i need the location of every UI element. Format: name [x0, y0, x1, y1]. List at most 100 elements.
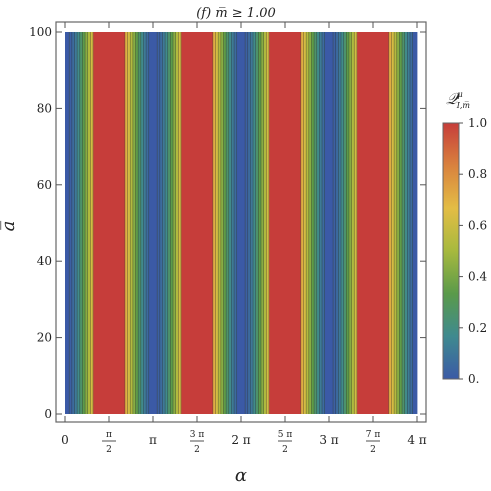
colorbar-tick-label: 0.2	[468, 321, 487, 335]
colorbar-label-sub: I,m̅	[456, 101, 471, 110]
heatmap-cell	[268, 32, 302, 414]
heatmap-cell	[159, 32, 163, 414]
heatmap-cell	[316, 32, 320, 414]
heatmap-cell	[236, 32, 246, 414]
heatmap-cell	[178, 32, 182, 414]
heatmap-cell	[412, 32, 418, 414]
heatmap-cell	[319, 32, 323, 414]
y-tick-label: 80	[37, 101, 52, 115]
heatmap-cell	[170, 32, 174, 414]
colorbar-tick-label: 0.4	[468, 270, 487, 284]
heatmap-cell	[311, 32, 315, 414]
heatmap-cell	[263, 32, 267, 414]
heatmap-cell	[82, 32, 86, 414]
heatmap-cell	[175, 32, 179, 414]
heatmap-cell	[231, 32, 235, 414]
heatmap-cell	[79, 32, 83, 414]
heatmap-cell	[173, 32, 176, 414]
heatmap-cell	[124, 32, 128, 414]
heatmap-cell	[404, 32, 408, 414]
heatmap-cell	[218, 32, 222, 414]
x-tick-label-numerator: π	[106, 430, 112, 440]
heatmap-cell	[407, 32, 411, 414]
heatmap-cell	[148, 32, 158, 414]
heatmap-cell	[396, 32, 400, 414]
heatmap-plot-area	[65, 32, 418, 414]
heatmap-cell	[333, 32, 337, 414]
heatmap-cell	[247, 32, 251, 414]
heatmap-cell	[143, 32, 147, 414]
y-tick-label: 20	[37, 331, 52, 345]
colorbar-label: 𝒬μ I,m̅	[446, 89, 470, 110]
heatmap-cell	[74, 32, 78, 414]
heatmap-cell	[399, 32, 403, 414]
heatmap-cell	[306, 32, 310, 414]
colorbar-label-sup: μ	[458, 90, 463, 99]
heatmap-cell	[77, 32, 81, 414]
heatmap-cell	[127, 32, 131, 414]
heatmap-cell	[266, 32, 270, 414]
colorbar-tick-label: 1.0	[468, 116, 487, 130]
heatmap-cell	[220, 32, 224, 414]
heatmap-cell	[388, 32, 392, 414]
heatmap-cell	[165, 32, 169, 414]
heatmap-cell	[255, 32, 259, 414]
x-tick-label: 0	[61, 433, 69, 447]
heatmap-cell	[402, 32, 405, 414]
colorbar-tick-label: 0.	[468, 372, 479, 386]
heatmap-cell	[234, 32, 238, 414]
colorbar-ticks: 0. 0.2 0.4 0.6 0.8 1.0	[459, 116, 487, 386]
heatmap-cell	[223, 32, 227, 414]
heatmap-cell	[314, 32, 318, 414]
y-axis-label: a̅	[0, 221, 19, 232]
heatmap-cell	[335, 32, 339, 414]
heatmap-cell	[212, 32, 216, 414]
heatmap-cell	[341, 32, 344, 414]
y-axis-ticks: 0 20 40 60 80 100	[29, 25, 426, 421]
y-tick-label: 100	[29, 25, 52, 39]
heatmap-cell	[135, 32, 139, 414]
y-tick-label: 60	[37, 178, 52, 192]
x-tick-label-denominator: 2	[282, 445, 288, 455]
x-tick-label: 4 π	[407, 433, 426, 447]
heatmap-cell	[167, 32, 171, 414]
heatmap-cell	[250, 32, 254, 414]
x-tick-label-denominator: 2	[370, 445, 376, 455]
heatmap-cell	[228, 32, 232, 414]
heatmap-cell	[130, 32, 134, 414]
heatmap-cell	[303, 32, 307, 414]
heatmap-cell	[85, 32, 89, 414]
heatmap-cell	[260, 32, 264, 414]
heatmap-cell	[354, 32, 358, 414]
x-tick-label-numerator: 7 π	[366, 430, 381, 440]
heatmap-cell	[300, 32, 304, 414]
heatmap-cell	[146, 32, 150, 414]
x-tick-label-numerator: 3 π	[190, 430, 205, 440]
heatmap-cell	[343, 32, 347, 414]
x-tick-label-denominator: 2	[106, 445, 112, 455]
heatmap-cell	[308, 32, 312, 414]
x-tick-label: π	[149, 433, 157, 447]
colorbar-gradient	[442, 122, 460, 380]
heatmap-cell	[226, 32, 230, 414]
heatmap-cell	[162, 32, 166, 414]
x-tick-label-numerator: 5 π	[278, 430, 293, 440]
heatmap-cell	[245, 32, 249, 414]
heatmap-cell	[140, 32, 144, 414]
heatmap-cell	[346, 32, 350, 414]
colorbar: 𝒬μ I,m̅ 0.0.20.40.60.81.0	[442, 89, 487, 386]
heatmap-cell	[391, 32, 395, 414]
y-tick-label: 40	[37, 254, 52, 268]
heatmap-cell	[253, 32, 256, 414]
x-tick-label: 3 π	[319, 433, 338, 447]
heatmap-cell	[93, 32, 126, 414]
colorbar-tick-label: 0.6	[468, 218, 487, 232]
heatmap-cell	[338, 32, 342, 414]
x-axis-ticks: 0 π 2 π 3 π 2 2 π 5 π 2 3 π 7 π 2 4 π	[61, 22, 427, 455]
heatmap-cell	[71, 32, 75, 414]
heatmap-cell	[90, 32, 94, 414]
heatmap-cell	[65, 32, 70, 414]
x-tick-label: 2 π	[231, 433, 250, 447]
y-tick-label: 0	[44, 407, 52, 421]
